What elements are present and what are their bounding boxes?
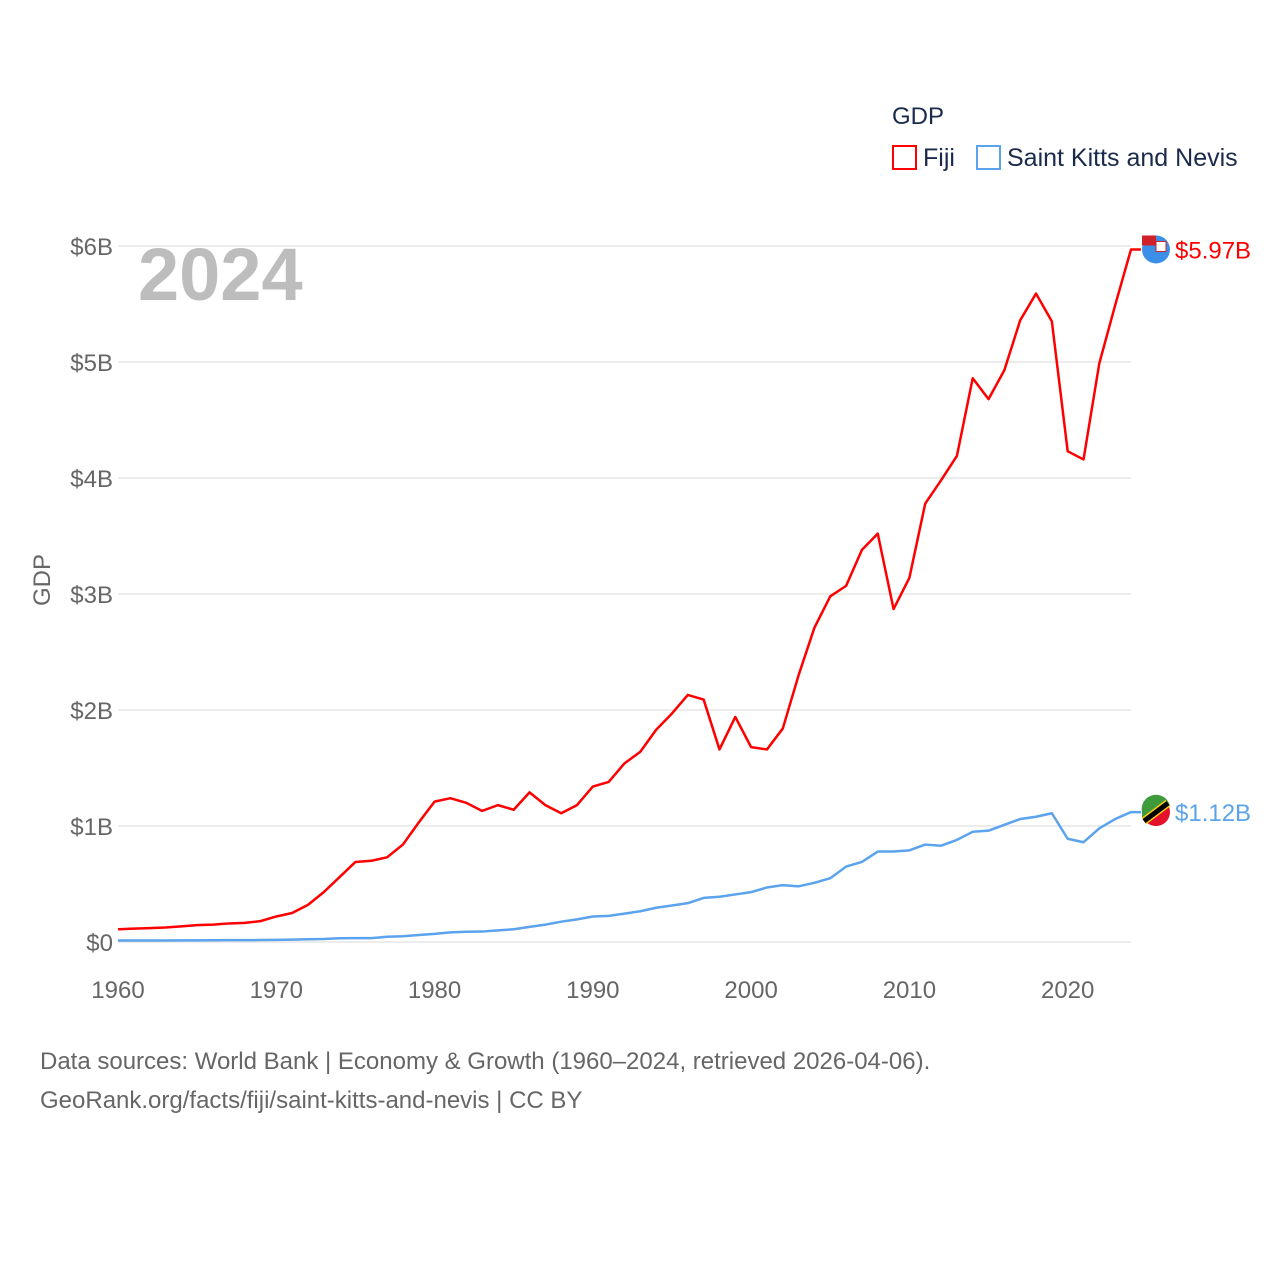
legend-item-saint-kitts-and-nevis[interactable]: Saint Kitts and Nevis — [976, 144, 1238, 172]
y-axis-label: GDP — [29, 554, 56, 606]
x-tick-label: 2010 — [883, 977, 936, 1004]
legend-label-saint-kitts-and-nevis: Saint Kitts and Nevis — [1007, 144, 1238, 172]
line-fiji — [117, 248, 1141, 931]
year-watermark: 2024 — [138, 233, 303, 316]
y-tick-label: $4B — [70, 466, 113, 493]
y-tick-label: $2B — [70, 698, 113, 725]
footer-line-2[interactable]: GeoRank.org/facts/fiji/saint-kitts-and-n… — [40, 1087, 583, 1114]
y-tick-label: $1B — [70, 814, 113, 841]
legend-label-fiji: Fiji — [923, 144, 955, 172]
y-tick-label: $0 — [86, 930, 113, 957]
footer-line-1: Data sources: World Bank | Economy & Gro… — [40, 1048, 931, 1075]
x-axis-ticks: 1960 1970 1980 1990 2000 2010 2020 — [91, 977, 1094, 1004]
legend: GDP Fiji Saint Kitts and Nevis — [892, 103, 1238, 172]
x-tick-label: 2000 — [724, 977, 777, 1004]
legend-swatch-saint-kitts-and-nevis — [976, 145, 1001, 170]
x-tick-label: 2020 — [1041, 977, 1094, 1004]
x-tick-label: 1970 — [250, 977, 303, 1004]
y-axis-ticks: $0 $1B $2B $3B $4B $5B $6B — [70, 234, 113, 957]
end-label-fiji: $5.97B — [1175, 237, 1251, 264]
series-end-markers: $5.97B $1.12B — [1141, 235, 1251, 827]
line-saint-kitts-and-nevis — [118, 810, 1141, 942]
y-tick-label: $6B — [70, 234, 113, 261]
footer-source: Data sources: World Bank | Economy & Gro… — [40, 1042, 930, 1120]
series-lines — [117, 248, 1141, 942]
gridlines — [118, 245, 1131, 943]
y-tick-label: $5B — [70, 350, 113, 377]
legend-item-fiji[interactable]: Fiji — [892, 144, 955, 172]
x-tick-label: 1960 — [91, 977, 144, 1004]
legend-swatch-fiji — [892, 145, 917, 170]
end-label-saint-kitts-and-nevis: $1.12B — [1175, 800, 1251, 827]
y-tick-label: $3B — [70, 582, 113, 609]
x-tick-label: 1990 — [566, 977, 619, 1004]
legend-title: GDP — [892, 103, 944, 130]
x-tick-label: 1980 — [408, 977, 461, 1004]
flag-icon-fiji — [1142, 235, 1170, 264]
flag-icon-saint-kitts-and-nevis — [1141, 794, 1171, 827]
